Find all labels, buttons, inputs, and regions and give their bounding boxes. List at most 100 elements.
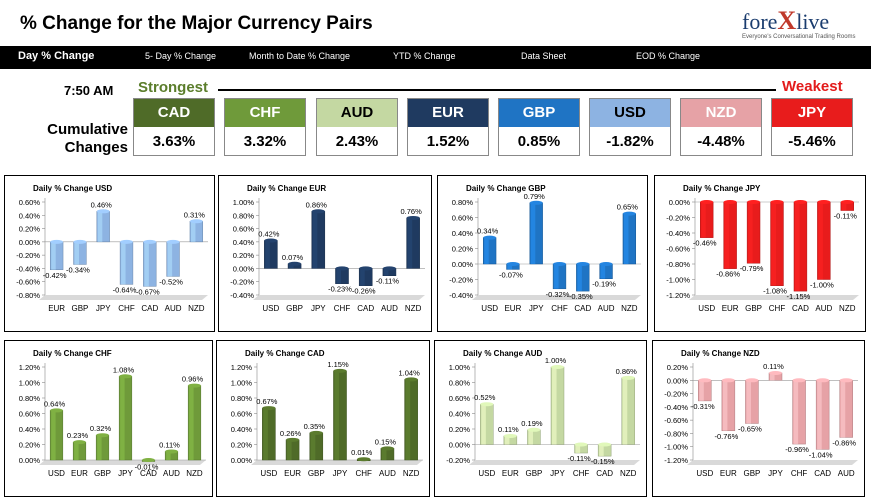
- nav-eod-change[interactable]: EOD % Change: [636, 51, 701, 61]
- bar-nzd: [840, 200, 854, 211]
- chart-title: Daily % Change EUR: [247, 184, 326, 193]
- y-tick-label: -1.00%: [664, 443, 688, 452]
- currency-cumulative-value: -5.46%: [788, 133, 836, 150]
- bar-highlight: [51, 410, 56, 460]
- strength-rule: [218, 89, 776, 91]
- currency-code: JPY: [772, 99, 852, 127]
- y-tick-label: -0.20%: [446, 456, 470, 465]
- y-tick-label: 0.40%: [231, 425, 253, 434]
- data-label: 0.26%: [280, 429, 302, 438]
- bar-gbp: [745, 378, 759, 424]
- bar-highlight: [818, 202, 823, 280]
- bar-cad: [815, 378, 830, 450]
- bar-cap: [143, 239, 157, 244]
- bar-chf: [119, 239, 134, 285]
- x-tick-label: CHF: [118, 304, 135, 313]
- bar-jpy: [96, 209, 110, 243]
- chart-chf: Daily % Change CHF1.20%1.00%0.80%0.60%0.…: [19, 349, 206, 478]
- x-tick-label: EUR: [722, 304, 739, 313]
- logo-text-left: fore: [742, 9, 778, 34]
- bar-cap: [553, 262, 566, 266]
- chart-title: Daily % Change CAD: [245, 349, 325, 358]
- currency-code: AUD: [317, 99, 397, 127]
- bar-highlight: [771, 202, 777, 286]
- bar-eur: [506, 262, 520, 270]
- bar-aud: [839, 378, 853, 438]
- data-label: 0.19%: [521, 419, 543, 428]
- y-tick-label: -0.40%: [666, 229, 690, 238]
- bar-jpy: [118, 374, 133, 461]
- bar-highlight: [507, 264, 513, 270]
- nav-5day-change[interactable]: 5- Day % Change: [145, 51, 217, 61]
- data-label: -0.32%: [546, 290, 570, 299]
- data-label: -0.86%: [832, 438, 856, 447]
- data-label: -0.11%: [376, 277, 400, 286]
- bar-highlight: [263, 408, 268, 460]
- y-tick-label: -0.20%: [666, 214, 690, 223]
- y-tick-label: 0.40%: [19, 211, 41, 220]
- bar-highlight: [600, 264, 606, 279]
- y-tick-label: 0.20%: [667, 363, 689, 372]
- nav-day-change[interactable]: Day % Change: [18, 50, 95, 62]
- bar-highlight: [530, 202, 536, 264]
- chart-panel-jpy: Daily % Change JPY 0.00% -0.20% -0.40% -0.60…: [654, 175, 866, 332]
- bar-cap: [621, 375, 635, 380]
- nav-month-to-date-change[interactable]: Month to Date % Change: [249, 51, 351, 61]
- bar-usd: [264, 238, 278, 269]
- bar-highlight: [121, 241, 126, 285]
- x-tick-label: NZD: [188, 304, 205, 313]
- x-tick-label: NZD: [403, 469, 420, 478]
- y-tick-label: 0.40%: [19, 425, 41, 434]
- currency-cumulative-value: 1.52%: [426, 133, 470, 150]
- data-label: -0.01%: [135, 463, 159, 472]
- y-tick-label: 0.20%: [233, 251, 255, 260]
- x-tick-label: CAD: [141, 304, 158, 313]
- x-tick-label: NZD: [405, 304, 422, 313]
- data-label: 1.00%: [545, 356, 567, 365]
- x-tick-label: AUD: [598, 304, 615, 313]
- bar-cad: [576, 262, 590, 292]
- data-label: -0.79%: [740, 264, 764, 273]
- currency-code: CAD: [134, 99, 214, 127]
- forexlive-logo[interactable]: foreXlive Everyone's Conversational Trad…: [742, 6, 864, 44]
- bar-highlight: [51, 241, 56, 270]
- data-label: -1.00%: [810, 281, 834, 290]
- bar-cap: [576, 262, 590, 266]
- bar-cap: [333, 368, 347, 373]
- bar-cap: [839, 378, 853, 383]
- data-label: 0.64%: [44, 399, 66, 408]
- bar-aud: [166, 239, 180, 277]
- data-label: 0.07%: [282, 253, 304, 262]
- bar-gbp: [287, 261, 302, 269]
- y-tick-label: -0.20%: [449, 276, 473, 285]
- bar-highlight: [167, 241, 173, 277]
- bar-highlight: [794, 202, 800, 292]
- bar-cap: [503, 433, 517, 438]
- x-tick-label: JPY: [529, 304, 544, 313]
- x-tick-label: GBP: [94, 469, 111, 478]
- bar-cap: [380, 446, 394, 451]
- bar-highlight: [724, 202, 730, 269]
- y-tick-label: 0.20%: [452, 245, 474, 254]
- bar-cap: [770, 200, 784, 204]
- bar-highlight: [528, 429, 533, 445]
- x-tick-label: USD: [478, 469, 495, 478]
- data-label: 0.11%: [763, 362, 784, 371]
- bar-aud: [599, 262, 613, 279]
- x-tick-label: USD: [260, 469, 277, 478]
- x-tick-label: CHF: [334, 304, 351, 313]
- data-label: 1.04%: [399, 368, 421, 377]
- bar-cad: [597, 442, 612, 457]
- bar-cap: [529, 200, 543, 205]
- y-tick-label: -0.60%: [664, 416, 688, 425]
- nav-ytd-change[interactable]: YTD % Change: [393, 51, 456, 61]
- nav-data-sheet[interactable]: Data Sheet: [521, 51, 567, 61]
- bar-cap: [166, 239, 180, 244]
- x-tick-label: CHF: [769, 304, 786, 313]
- bar-highlight: [840, 380, 846, 438]
- data-label: -0.96%: [785, 445, 809, 454]
- strongest-label: Strongest: [138, 79, 209, 96]
- bar-highlight: [120, 376, 125, 460]
- x-tick-label: GBP: [286, 304, 303, 313]
- x-tick-label: CAD: [140, 469, 157, 478]
